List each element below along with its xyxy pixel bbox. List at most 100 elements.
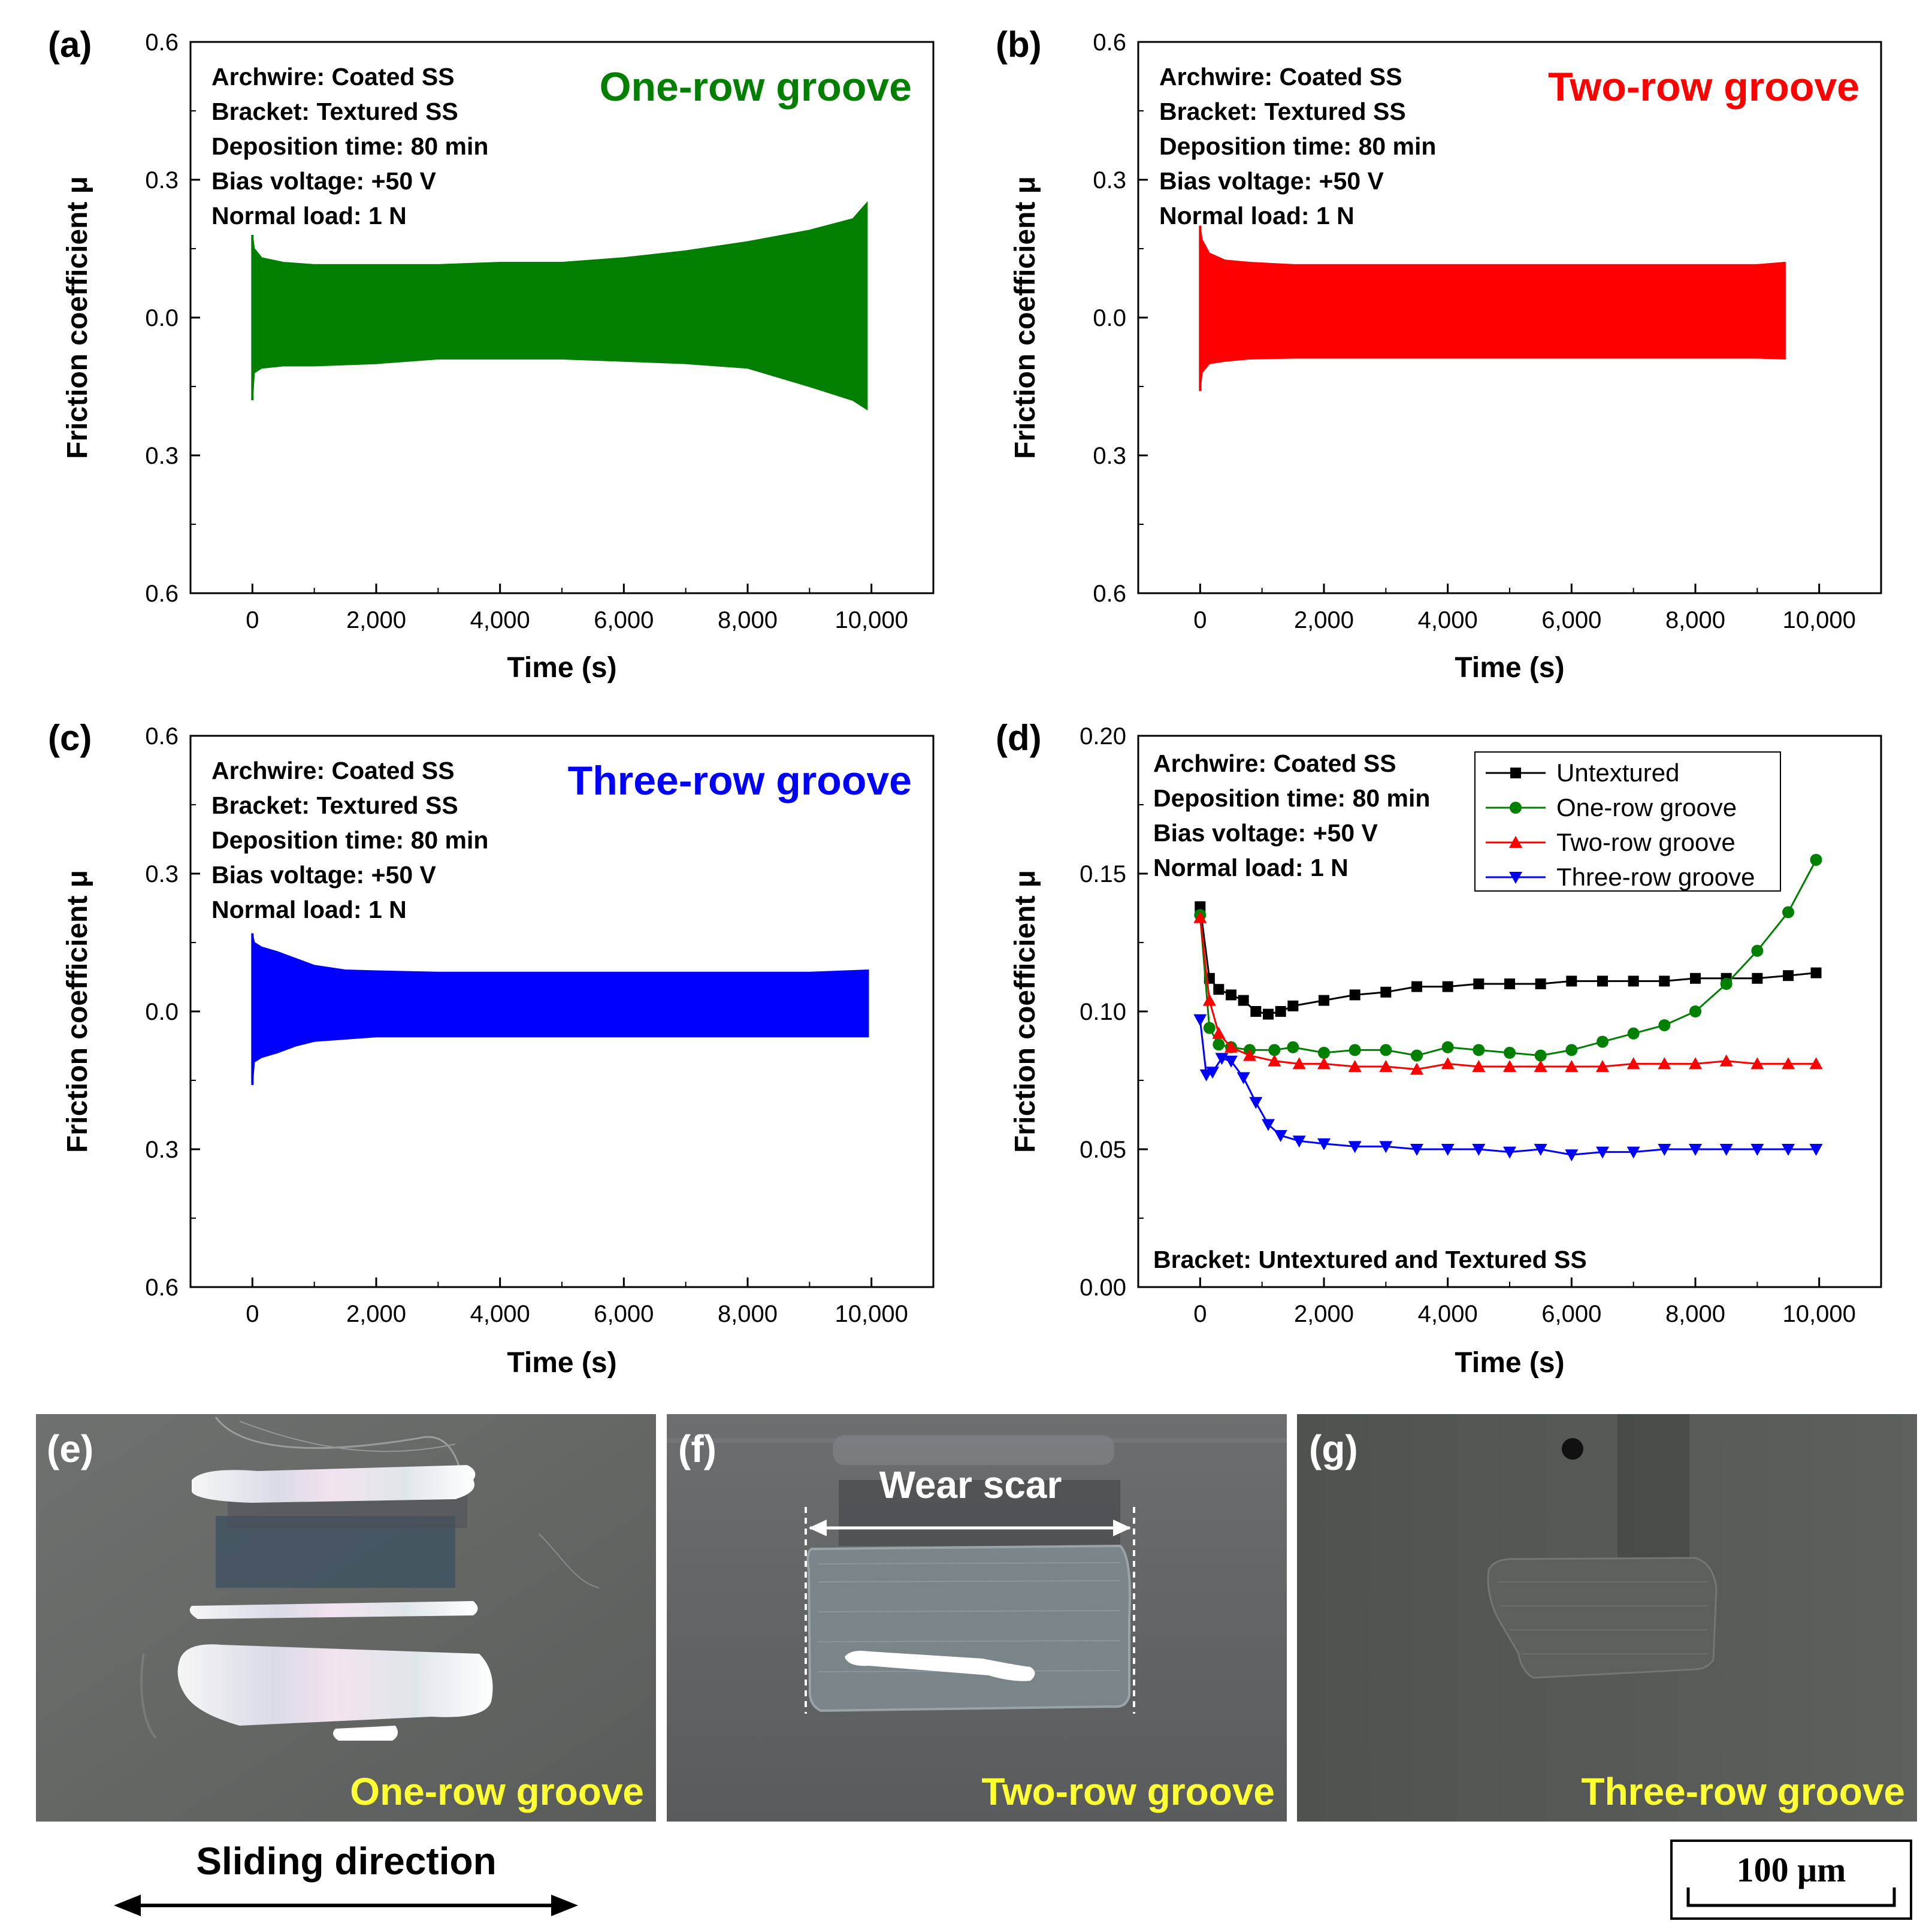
panel-label-b: (b) [996,25,1042,65]
micrograph-f-label: (f) [678,1427,716,1470]
wear-debris-e [333,1726,398,1741]
data-point-three-row-groove-5 [1236,1072,1250,1085]
series-three-row-groove [1193,1014,1823,1162]
data-point-two-row-groove-12 [1472,1060,1486,1072]
x-tick-label-c-1: 2,000 [346,1301,406,1327]
micrograph-g: (g) Three-row groove [1297,1414,1917,1822]
data-point-untextured-2 [1213,984,1224,995]
sliding-arrowhead-left [114,1895,141,1916]
data-point-three-row-groove-0 [1193,1014,1207,1026]
wear-scar-f [806,1544,1131,1712]
data-point-one-row-groove-18 [1658,1019,1671,1031]
x-tick-label-a-3: 6,000 [594,607,654,633]
info-line-c-4: Normal load: 1 N [211,896,407,923]
wear-debris-f [845,1651,1035,1681]
info-line-a-0: Archwire: Coated SS [211,63,455,90]
data-point-two-row-groove-8 [1348,1060,1362,1072]
data-point-one-row-groove-13 [1504,1047,1516,1059]
data-point-one-row-groove-19 [1689,1005,1701,1017]
data-point-untextured-25 [1810,967,1822,978]
wear-track-e-2 [189,1601,478,1619]
data-point-one-row-groove-23 [1810,854,1822,866]
scale-bar-line [1686,1887,1896,1907]
series-line-three-row-groove [1199,1019,1816,1156]
data-point-two-row-groove-13 [1503,1060,1516,1072]
sliding-direction-label: Sliding direction [196,1840,496,1883]
x-axis-label-c: Time (s) [507,1347,616,1379]
data-point-one-row-groove-16 [1597,1035,1609,1048]
y-tick-label-d-1: 0.05 [1080,1137,1126,1163]
panel-d: (d) 0 2,000 4,000 6,000 8,000 10,000 0.00 0.05 0… [996,718,1882,1379]
data-point-two-row-groove-22 [1782,1057,1795,1070]
series-line-untextured [1199,907,1816,1016]
y-tick-label-b-0: 0.6 [1093,581,1126,607]
micrograph-e-texture [140,1416,600,1739]
data-point-three-row-groove-11 [1348,1141,1362,1153]
y-tick-label-c-0: 0.6 [145,1274,179,1301]
data-point-two-row-groove-9 [1379,1060,1393,1072]
info-line-a-4: Normal load: 1 N [211,202,407,229]
sliding-arrowhead-right [551,1895,578,1916]
data-point-one-row-groove-17 [1627,1027,1640,1040]
data-point-two-row-groove-1 [1202,993,1216,1006]
data-point-two-row-groove-7 [1317,1057,1331,1070]
y-tick-label-c-2: 0.0 [145,999,179,1025]
bottom-note-d: Bracket: Untextured and Textured SS [1153,1246,1587,1273]
data-point-two-row-groove-21 [1750,1057,1764,1070]
legend-label-untextured: Untextured [1556,759,1679,787]
data-point-two-row-groove-3 [1224,1040,1238,1053]
data-point-two-row-groove-15 [1565,1060,1579,1072]
info-line-c-1: Bracket: Textured SS [211,792,458,819]
data-point-three-row-groove-8 [1274,1130,1287,1142]
x-tick-label-d-2: 4,000 [1418,1301,1478,1327]
data-point-three-row-groove-16 [1503,1146,1516,1159]
wear-scar-arrowhead-right [1113,1520,1131,1536]
x-tick-label-d-5: 10,000 [1782,1301,1855,1327]
panel-c: (c) 0 2,000 4,000 6,000 8,000 10,000 0.6 0.3 0.0… [48,718,935,1379]
x-tick-label-c-0: 0 [246,1301,259,1327]
legend-marker-two-row-groove [1509,836,1522,848]
wear-track-e-1 [192,1465,476,1503]
data-point-untextured-18 [1597,975,1608,987]
y-tick-label-d-4: 0.20 [1080,723,1126,750]
data-point-one-row-groove-5 [1268,1044,1281,1056]
data-point-two-row-groove-23 [1809,1057,1823,1070]
wear-track-e-3 [177,1644,493,1726]
y-tick-label-c-4: 0.6 [145,723,179,750]
data-point-three-row-groove-23 [1719,1144,1733,1156]
data-point-one-row-groove-14 [1534,1049,1547,1062]
friction-band-b [1199,225,1786,391]
data-point-three-row-groove-26 [1809,1144,1823,1156]
y-axis-label-c: Friction coefficient μ [62,870,93,1153]
data-point-untextured-0 [1195,901,1206,913]
legend-label-two-row-groove: Two-row groove [1556,828,1736,856]
x-tick-label-d-0: 0 [1193,1301,1207,1327]
y-tick-label-d-0: 0.00 [1080,1274,1126,1301]
data-point-untextured-8 [1287,1000,1299,1011]
x-tick-label-b-4: 8,000 [1665,607,1725,633]
data-point-one-row-groove-12 [1473,1044,1485,1056]
data-point-three-row-groove-6 [1249,1097,1263,1109]
micrograph-g-label: (g) [1309,1427,1358,1470]
y-tick-label-a-3: 0.3 [145,167,179,194]
x-tick-label-c-3: 6,000 [594,1301,654,1327]
scale-bar: 100 μm [1670,1840,1912,1920]
info-line-b-0: Archwire: Coated SS [1159,63,1402,90]
legend-marker-three-row-groove [1509,872,1522,884]
y-tick-label-a-0: 0.6 [145,581,179,607]
data-point-one-row-groove-21 [1751,944,1764,957]
data-point-three-row-groove-15 [1472,1144,1486,1156]
y-axis-label-b: Friction coefficient μ [1009,176,1041,459]
data-point-three-row-groove-21 [1658,1144,1671,1156]
data-point-untextured-14 [1473,978,1484,989]
data-point-untextured-23 [1752,972,1763,984]
data-point-three-row-groove-13 [1410,1144,1423,1156]
data-point-one-row-groove-9 [1380,1044,1392,1056]
legend-box [1474,751,1781,892]
y-tick-label-b-3: 0.3 [1093,167,1126,194]
data-point-untextured-6 [1263,1008,1274,1020]
friction-band-a [252,201,868,411]
x-tick-label-b-1: 2,000 [1294,607,1354,633]
y-tick-label-c-1: 0.3 [145,1137,179,1163]
y-tick-label-b-4: 0.6 [1093,29,1126,56]
